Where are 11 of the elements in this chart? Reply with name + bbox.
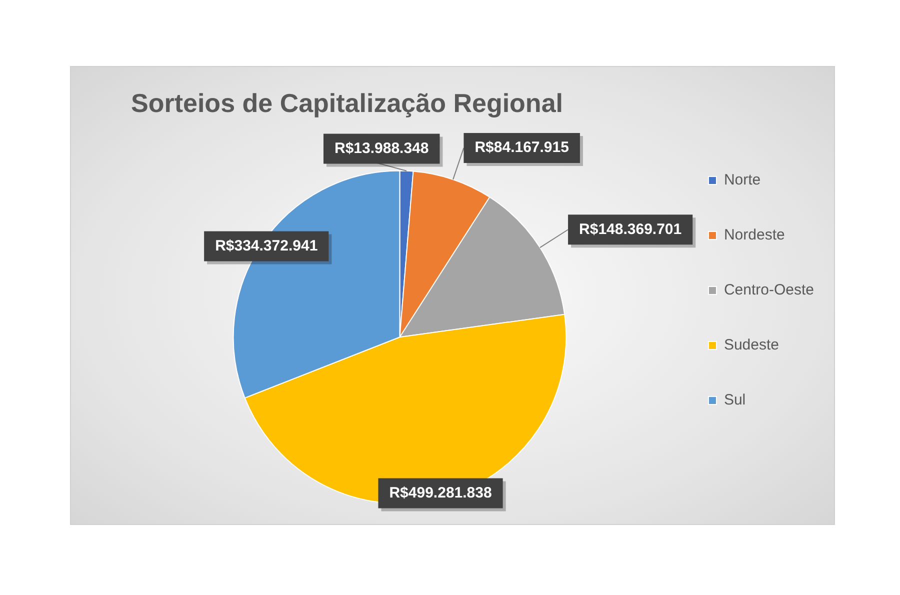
data-label: R$148.369.701 (579, 220, 682, 238)
data-label: R$13.988.348 (334, 140, 429, 157)
legend-label: Nordeste (724, 226, 785, 244)
legend-label: Sudeste (724, 336, 780, 354)
data-label: R$84.167.915 (474, 139, 569, 156)
data-label: R$499.281.838 (389, 484, 492, 502)
legend-label: Centro-Oeste (724, 282, 814, 299)
data-label: R$334.372.941 (215, 237, 318, 254)
chart-title: Sorteios de Capitalização Regional (131, 88, 563, 118)
legend-label: Norte (724, 172, 761, 189)
legend-label: Sul (724, 392, 746, 409)
